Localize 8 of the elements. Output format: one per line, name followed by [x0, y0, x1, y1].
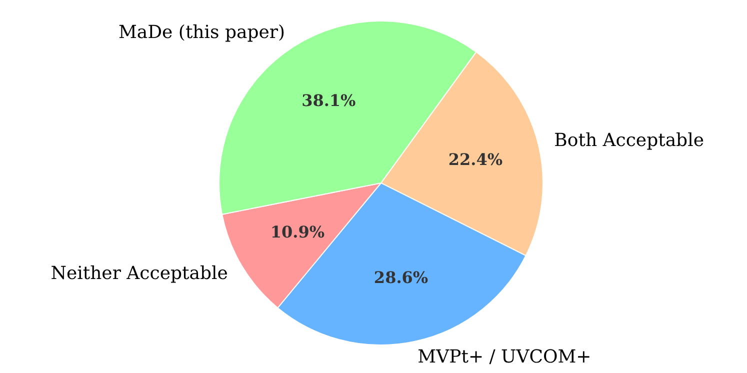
slice-label: Neither Acceptable — [50, 263, 228, 284]
slice-label: MVPt+ / UVCOM+ — [418, 346, 592, 368]
data-label: 22.4% — [448, 150, 503, 170]
data-label: 28.6% — [374, 268, 428, 288]
slice-label: MaDe (this paper) — [118, 22, 286, 43]
slice-label: Both Acceptable — [554, 130, 704, 151]
data-label: 38.1% — [302, 91, 356, 110]
data-label: 10.9% — [270, 222, 325, 242]
